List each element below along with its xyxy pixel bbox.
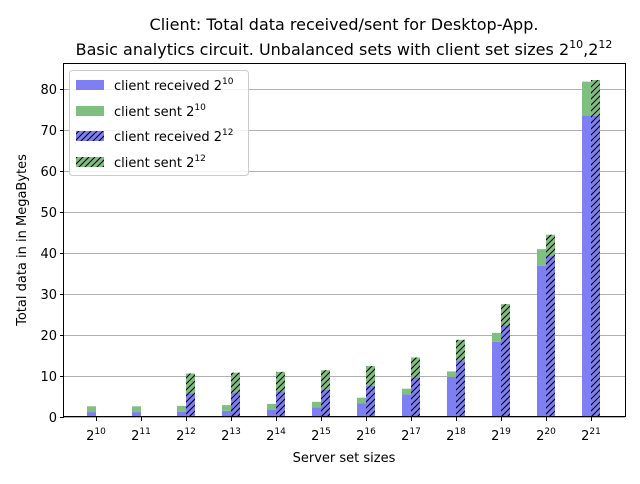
bar-sent-client-2-10 — [447, 371, 456, 377]
bar-sent-hatch-client-2-12 — [456, 339, 465, 361]
bar-sent-client-2-10 — [132, 406, 141, 413]
x-tick-label: 220 — [536, 427, 556, 444]
legend-swatch-sent-2-10 — [76, 106, 104, 116]
chart-title-line1: Client: Total data received/sent for Des… — [150, 15, 539, 34]
bar-sent-hatch-client-2-12 — [411, 357, 420, 378]
y-tick-label: 60 — [40, 165, 57, 180]
bar-sent-hatch-client-2-12 — [186, 373, 195, 394]
x-tick-label: 210 — [86, 427, 106, 444]
bar-received-client-2-10 — [267, 409, 276, 417]
y-tick-label: 50 — [40, 206, 57, 221]
y-axis-ticks: 0 10 20 30 40 50 60 70 80 — [40, 83, 64, 426]
chart-title-line2: Basic analytics circuit. Unbalanced sets… — [76, 38, 613, 59]
bar-sent-client-2-10 — [177, 405, 186, 412]
x-tick-label: 216 — [356, 427, 376, 444]
bar-received-client-2-10 — [447, 376, 456, 417]
bar-sent-hatch-client-2-12 — [591, 80, 600, 116]
x-tick-label: 215 — [311, 427, 331, 444]
x-tick-label: 217 — [401, 427, 421, 444]
bar-received-client-2-10 — [87, 412, 96, 417]
bar-received-hatch-client-2-12 — [546, 256, 555, 417]
legend-label-received-2-10: client received 210 — [114, 77, 234, 94]
x-tick-label: 218 — [446, 427, 466, 444]
bar-sent-hatch-client-2-12 — [321, 370, 330, 390]
bar-received-client-2-10 — [312, 407, 321, 417]
bar-sent-hatch-client-2-12 — [276, 371, 285, 392]
legend-label-sent-2-10: client sent 210 — [114, 103, 206, 120]
bar-sent-hatch-client-2-12 — [501, 304, 510, 326]
legend-swatch-received-2-10 — [76, 80, 104, 90]
bar-sent-client-2-10 — [222, 405, 231, 411]
y-tick-label: 80 — [40, 83, 57, 98]
legend: client received 210 client sent 210 clie… — [69, 70, 249, 176]
legend-hatch-sent-2-12 — [76, 157, 104, 167]
bar-received-hatch-client-2-12 — [231, 392, 240, 417]
bar-received-client-2-10 — [492, 341, 501, 417]
y-axis-label: Total data in in MegaBytes — [15, 154, 30, 327]
legend-label-received-2-12: client received 212 — [114, 128, 233, 145]
bars — [87, 80, 600, 417]
x-tick-label: 214 — [266, 427, 286, 444]
x-axis-ticks: 210 211 212 213 214 215 216 217 218 219 220 221 — [86, 417, 601, 444]
y-tick-label: 0 — [49, 411, 57, 426]
y-tick-label: 70 — [40, 124, 57, 139]
bar-received-hatch-client-2-12 — [186, 393, 195, 417]
bar-sent-hatch-client-2-12 — [366, 366, 375, 386]
bar-sent-client-2-10 — [357, 397, 366, 404]
bar-sent-hatch-client-2-12 — [231, 372, 240, 393]
x-tick-label: 211 — [131, 427, 151, 444]
bar-received-hatch-client-2-12 — [411, 377, 420, 417]
y-tick-label: 30 — [40, 288, 57, 303]
bar-sent-client-2-10 — [492, 332, 501, 342]
x-tick-label: 221 — [581, 427, 601, 444]
y-tick-label: 20 — [40, 329, 57, 344]
bar-received-client-2-10 — [177, 411, 186, 417]
bar-sent-client-2-10 — [402, 388, 411, 395]
bar-sent-client-2-10 — [537, 249, 546, 266]
bar-received-client-2-10 — [402, 394, 411, 417]
bar-received-hatch-client-2-12 — [276, 391, 285, 417]
x-tick-label: 213 — [221, 427, 241, 444]
bar-received-client-2-10 — [537, 265, 546, 417]
legend-frame — [69, 70, 249, 176]
y-tick-label: 40 — [40, 247, 57, 262]
bar-received-hatch-client-2-12 — [501, 325, 510, 417]
bar-received-hatch-client-2-12 — [591, 115, 600, 417]
bar-received-client-2-10 — [582, 115, 591, 417]
bar-received-client-2-10 — [222, 410, 231, 417]
bar-sent-hatch-client-2-12 — [546, 234, 555, 257]
bar-sent-client-2-10 — [87, 406, 96, 413]
bar-received-hatch-client-2-12 — [456, 360, 465, 417]
legend-label-sent-2-12: client sent 212 — [114, 154, 206, 171]
bar-received-hatch-client-2-12 — [366, 385, 375, 417]
y-tick-label: 10 — [40, 370, 57, 385]
x-tick-label: 212 — [176, 427, 196, 444]
plot-frame — [63, 63, 626, 417]
bar-sent-client-2-10 — [312, 401, 321, 408]
bar-received-hatch-client-2-12 — [321, 389, 330, 417]
bar-received-client-2-10 — [132, 412, 141, 417]
bar-sent-client-2-10 — [582, 81, 591, 116]
x-axis-label: Server set sizes — [293, 451, 396, 466]
bar-received-client-2-10 — [357, 403, 366, 417]
x-tick-label: 219 — [491, 427, 511, 444]
legend-hatch-received-2-12 — [76, 131, 104, 141]
bar-sent-client-2-10 — [267, 403, 276, 410]
